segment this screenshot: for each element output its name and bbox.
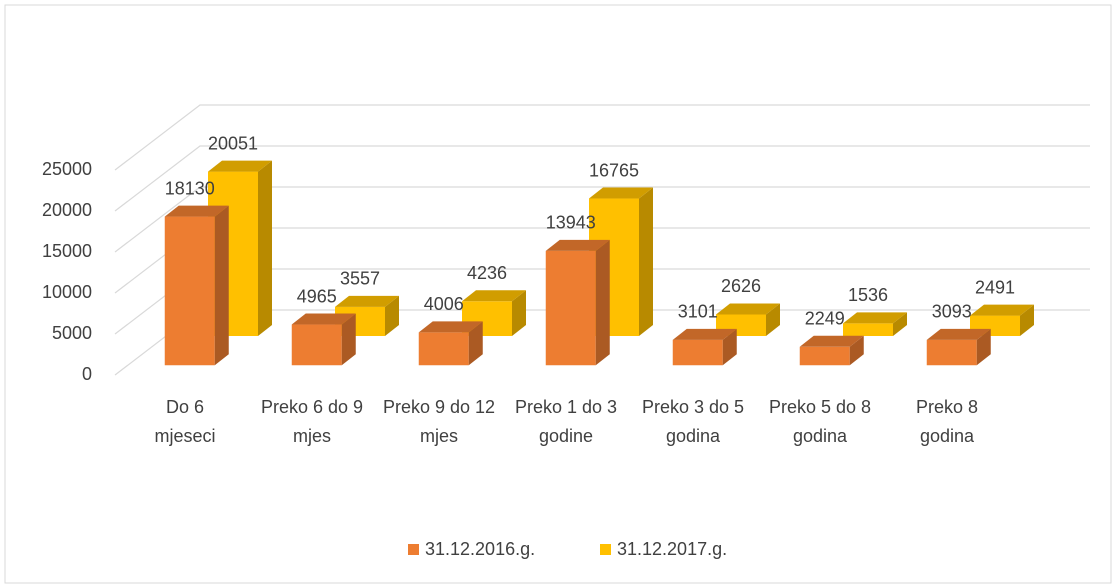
y-tick-label: 25000 [42, 159, 92, 179]
bar-top [418, 321, 483, 333]
bar [843, 312, 907, 336]
grid-line [114, 145, 1090, 212]
y-tick-label: 0 [82, 364, 92, 384]
bar-top [291, 313, 356, 325]
legend-swatch [600, 544, 611, 555]
bar-top [926, 328, 991, 340]
data-label: 18130 [165, 178, 215, 198]
y-tick-label: 5000 [52, 323, 92, 343]
x-tick-label: Preko 6 do 9 mjes [260, 397, 364, 446]
y-tick-label: 15000 [42, 241, 92, 261]
x-tick-label: Preko 1 do 3 godine [514, 397, 618, 446]
bar-top [716, 303, 780, 315]
data-label: 2491 [975, 277, 1015, 297]
bar-top [545, 239, 610, 251]
bar [291, 313, 356, 366]
x-tick-label: Preko 3 do 5 godina [641, 397, 745, 446]
bar-side [385, 295, 399, 336]
bar [545, 239, 610, 366]
bar-top [335, 295, 399, 307]
bar [418, 321, 483, 366]
bar [672, 328, 737, 366]
data-label: 3101 [678, 302, 718, 322]
bar-front [672, 339, 723, 366]
bar-side [849, 335, 864, 366]
data-label: 2626 [721, 276, 761, 296]
bar-front [418, 332, 469, 366]
bar [164, 205, 229, 366]
bar-side [766, 303, 780, 336]
bar-top [799, 335, 864, 347]
bar-front [799, 346, 850, 366]
bar-front [291, 324, 342, 366]
data-label: 13943 [546, 213, 596, 233]
y-tick-label: 20000 [42, 200, 92, 220]
grid-line [114, 186, 1090, 253]
bar-side [893, 312, 907, 336]
data-label: 16765 [589, 160, 639, 180]
data-label: 1536 [848, 285, 888, 305]
bar-side [512, 290, 526, 336]
bar-top [164, 205, 229, 217]
bar-front [545, 250, 596, 366]
legend-label: 31.12.2016.g. [425, 539, 535, 559]
x-tick-label: Do 6 mjeseci [154, 397, 216, 446]
grid-line [114, 104, 1090, 171]
bar-side [214, 205, 229, 366]
bar [926, 328, 991, 366]
bar-top [843, 312, 907, 324]
bar-top [672, 328, 737, 340]
data-label: 20051 [208, 133, 258, 153]
bar-side [468, 321, 483, 366]
data-label: 4006 [424, 294, 464, 314]
data-label: 2249 [805, 309, 845, 329]
x-tick-label: Preko 5 do 8 godina [768, 397, 872, 446]
bar-side [722, 328, 737, 366]
data-label: 4236 [467, 263, 507, 283]
bar-side [639, 187, 653, 336]
data-label: 3557 [340, 269, 380, 289]
legend-label: 31.12.2017.g. [617, 539, 727, 559]
bar [799, 335, 864, 366]
bar-front [926, 339, 977, 366]
bar-side [976, 328, 991, 366]
bar-top [589, 187, 653, 199]
x-tick-label: Preko 8 godina [915, 397, 979, 446]
bar-side [1020, 304, 1034, 336]
bar-front [164, 216, 215, 366]
bar-top [970, 304, 1034, 316]
data-label: 4965 [297, 286, 337, 306]
legend-swatch [408, 544, 419, 555]
bar-top [208, 160, 272, 172]
x-tick-label: Preko 9 do 12 mjes [382, 397, 496, 446]
data-label: 3093 [932, 302, 972, 322]
y-tick-label: 10000 [42, 282, 92, 302]
bar-front [843, 323, 893, 336]
bar-top [462, 290, 526, 302]
bar-side [595, 239, 610, 366]
bar [462, 290, 526, 336]
bar-side [258, 160, 272, 336]
bar-side [341, 313, 356, 366]
